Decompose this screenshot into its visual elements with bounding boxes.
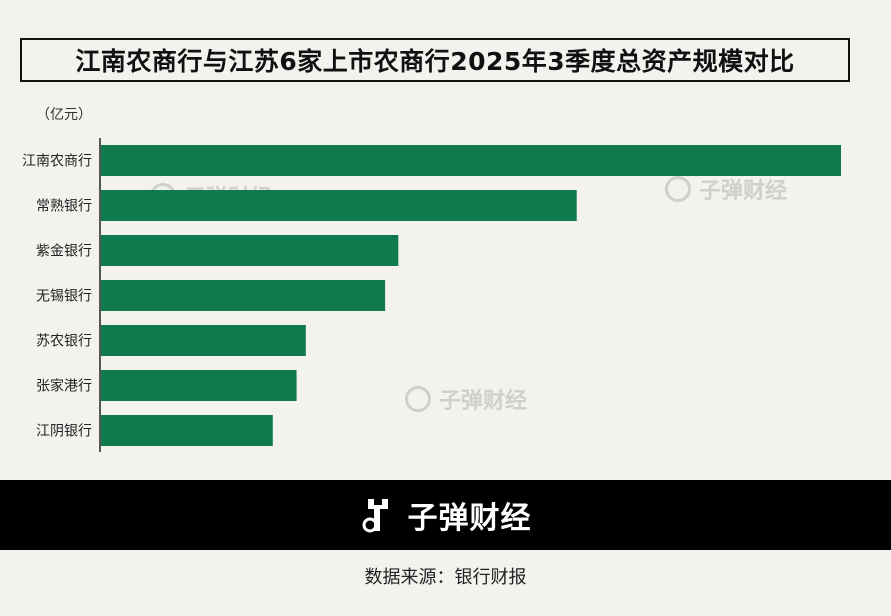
- watermark-text: 子弹财经: [439, 389, 528, 414]
- brand-name: 子弹财经: [407, 501, 532, 536]
- bullet-logo-icon: [362, 499, 388, 533]
- footer-band: 子弹财经: [0, 480, 891, 550]
- bar-6: [101, 370, 297, 401]
- chart-title-box: 江南农商行与江苏6家上市农商行2025年3季度总资产规模对比: [20, 38, 850, 82]
- bar-1: [101, 145, 841, 176]
- category-label: 无锡银行: [36, 289, 92, 305]
- watermark: 子弹财经: [405, 383, 527, 415]
- category-label: 江南农商行: [22, 154, 92, 170]
- unit-label: （亿元）: [36, 107, 92, 123]
- bullet-watermark-icon: [405, 386, 431, 412]
- bar-7: [101, 415, 273, 446]
- bar-5: [101, 325, 306, 356]
- category-label: 常熟银行: [36, 199, 92, 215]
- bar-2: [101, 190, 577, 221]
- category-label: 江阴银行: [36, 424, 92, 440]
- category-label: 苏农银行: [36, 334, 92, 350]
- bar-4: [101, 280, 386, 311]
- watermark: 子弹财经: [665, 173, 787, 205]
- category-label: 紫金银行: [36, 244, 92, 260]
- category-label: 张家港行: [36, 378, 92, 395]
- watermark-text: 子弹财经: [699, 179, 788, 204]
- source-note: 数据来源：银行财报: [364, 567, 527, 588]
- bullet-watermark-icon: [665, 176, 691, 202]
- bars-group: [101, 145, 841, 446]
- chart-title: 江南农商行与江苏6家上市农商行2025年3季度总资产规模对比: [75, 47, 795, 76]
- bar-3: [101, 235, 399, 266]
